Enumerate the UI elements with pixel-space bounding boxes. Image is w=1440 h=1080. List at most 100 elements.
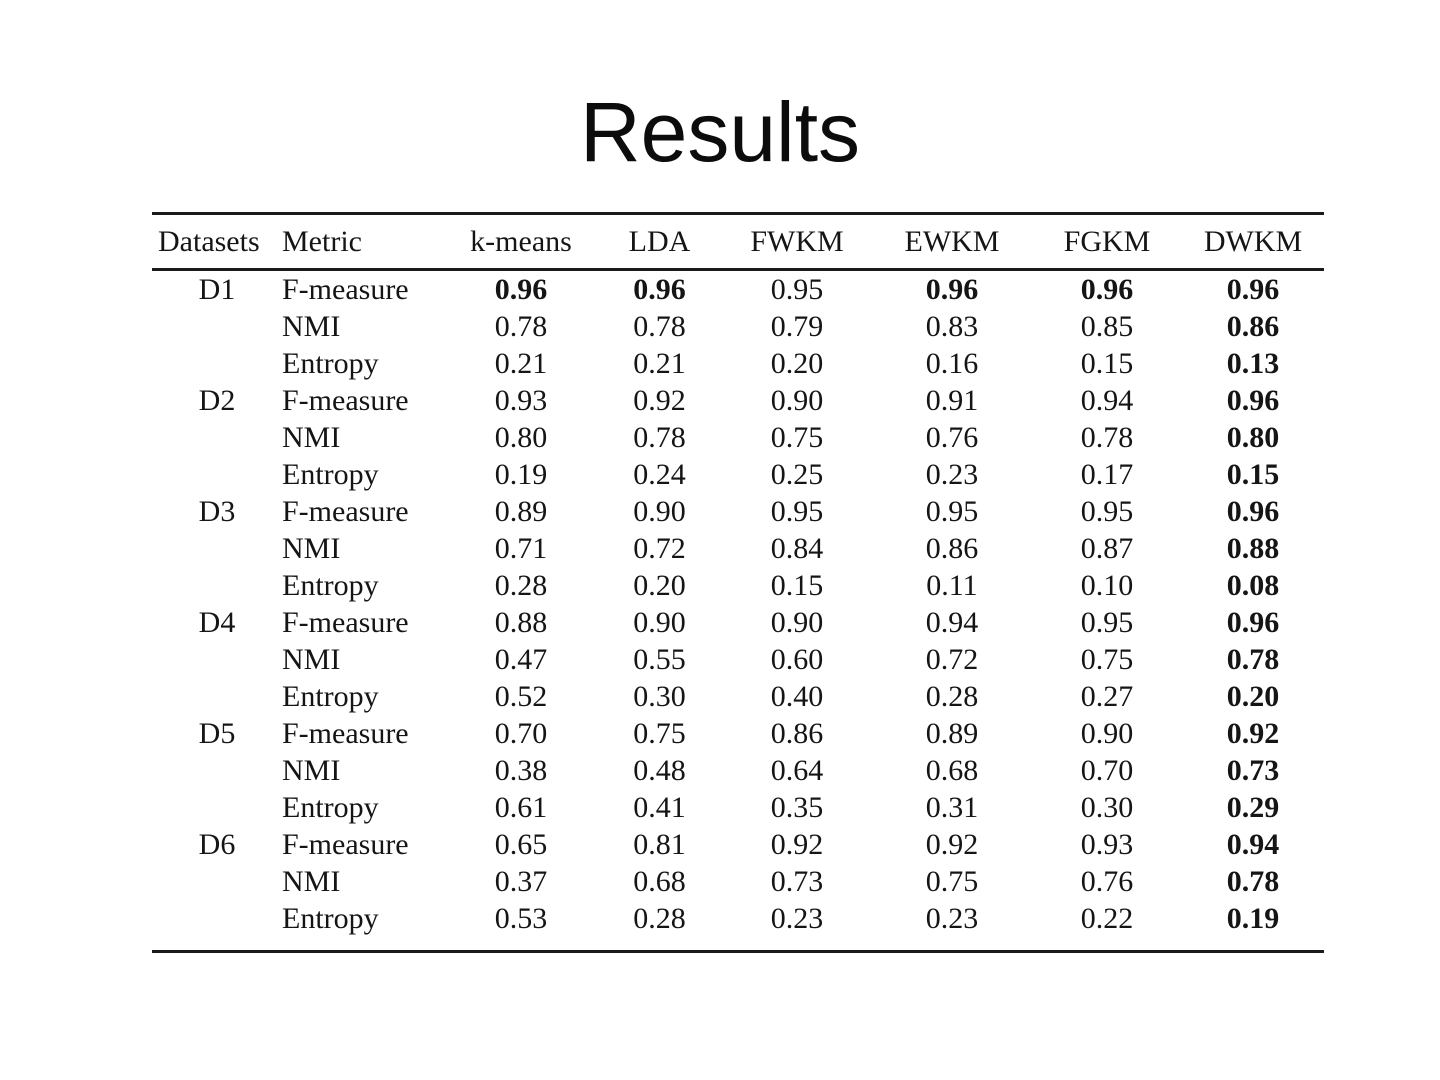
- dataset-label: [152, 752, 282, 789]
- metric-label: NMI: [282, 753, 341, 787]
- value-cell: 0.95: [1080, 605, 1134, 639]
- value-cell: 0.28: [633, 901, 686, 935]
- table-row-d2-entropy: Entropy 0.19 0.24 0.25 0.23 0.17 0.15: [152, 456, 1324, 493]
- dataset-label: D2: [198, 383, 236, 417]
- value-cell: 0.92: [770, 827, 824, 861]
- column-header-ewkm: EWKM: [872, 212, 1032, 271]
- value-cell: 0.79: [770, 309, 824, 343]
- table-row-d3-nmi: NMI 0.71 0.72 0.84 0.86 0.87 0.88: [152, 530, 1324, 567]
- value-cell: 0.17: [1080, 457, 1134, 491]
- dataset-label: D1: [198, 272, 236, 306]
- metric-label: Entropy: [282, 901, 379, 935]
- value-cell: 0.20: [633, 568, 686, 602]
- value-cell: 0.20: [1226, 679, 1280, 713]
- value-cell: 0.78: [633, 309, 686, 343]
- metric-label: Entropy: [282, 346, 379, 380]
- value-cell: 0.22: [1080, 901, 1134, 935]
- column-header-datasets: Datasets: [152, 212, 282, 271]
- value-cell: 0.75: [1080, 642, 1134, 676]
- results-table: Datasets Metric k-means LDA FWKM EWKM FGKM DWKM…: [152, 212, 1324, 953]
- dataset-label: D5: [198, 716, 236, 750]
- value-cell: 0.72: [633, 531, 686, 565]
- value-cell: 0.78: [633, 420, 686, 454]
- value-cell: 0.86: [1226, 309, 1280, 343]
- value-cell: 0.96: [633, 272, 686, 306]
- table-row-d2-nmi: NMI 0.80 0.78 0.75 0.76 0.78 0.80: [152, 419, 1324, 456]
- value-cell: 0.90: [770, 605, 824, 639]
- value-cell: 0.86: [770, 716, 824, 750]
- value-cell: 0.10: [1080, 568, 1134, 602]
- dataset-label: [152, 530, 282, 567]
- value-cell: 0.30: [1080, 790, 1134, 824]
- value-cell: 0.92: [633, 383, 686, 417]
- header-row: Datasets Metric k-means LDA FWKM EWKM FGKM DWKM: [152, 212, 1324, 271]
- value-cell: 0.90: [770, 383, 824, 417]
- value-cell: 0.88: [1226, 531, 1280, 565]
- value-cell: 0.83: [925, 309, 979, 343]
- column-header-metric: Metric: [282, 212, 445, 271]
- value-cell: 0.55: [633, 642, 686, 676]
- value-cell: 0.96: [1226, 494, 1280, 528]
- value-cell: 0.80: [494, 420, 548, 454]
- value-cell: 0.90: [633, 605, 686, 639]
- value-cell: 0.20: [770, 346, 824, 380]
- column-header-dwkm: DWKM: [1182, 212, 1324, 271]
- metric-label: F-measure: [282, 383, 409, 417]
- value-cell: 0.52: [494, 679, 548, 713]
- value-cell: 0.48: [633, 753, 686, 787]
- value-cell: 0.30: [633, 679, 686, 713]
- value-cell: 0.81: [633, 827, 686, 861]
- table-header: Datasets Metric k-means LDA FWKM EWKM FGKM DWKM: [152, 212, 1324, 271]
- dataset-label: [152, 308, 282, 345]
- dataset-label: [152, 456, 282, 493]
- table-row-d4-nmi: NMI 0.47 0.55 0.60 0.72 0.75 0.78: [152, 641, 1324, 678]
- table-row-d6-entropy: Entropy 0.53 0.28 0.23 0.23 0.22 0.19: [152, 900, 1324, 952]
- value-cell: 0.94: [1226, 827, 1280, 861]
- value-cell: 0.75: [925, 864, 979, 898]
- value-cell: 0.28: [925, 679, 979, 713]
- value-cell: 0.37: [494, 864, 548, 898]
- value-cell: 0.23: [925, 901, 979, 935]
- value-cell: 0.84: [770, 531, 824, 565]
- table-row-d5-f-measure: D5 F-measure 0.70 0.75 0.86 0.89 0.90 0.92: [152, 715, 1324, 752]
- dataset-label: D6: [198, 827, 236, 861]
- value-cell: 0.96: [1226, 605, 1280, 639]
- column-header-lda: LDA: [597, 212, 722, 271]
- table-row-d2-f-measure: D2 F-measure 0.93 0.92 0.90 0.91 0.94 0.96: [152, 382, 1324, 419]
- value-cell: 0.25: [770, 457, 824, 491]
- metric-label: F-measure: [282, 716, 409, 750]
- value-cell: 0.65: [494, 827, 548, 861]
- value-cell: 0.47: [494, 642, 548, 676]
- value-cell: 0.93: [494, 383, 548, 417]
- value-cell: 0.64: [770, 753, 824, 787]
- dataset-label: [152, 678, 282, 715]
- metric-label: NMI: [282, 642, 341, 676]
- dataset-label: D4: [198, 605, 236, 639]
- value-cell: 0.16: [925, 346, 979, 380]
- value-cell: 0.23: [925, 457, 979, 491]
- value-cell: 0.95: [1080, 494, 1134, 528]
- value-cell: 0.41: [633, 790, 686, 824]
- value-cell: 0.88: [494, 605, 548, 639]
- value-cell: 0.95: [770, 272, 824, 306]
- value-cell: 0.15: [1080, 346, 1134, 380]
- value-cell: 0.15: [770, 568, 824, 602]
- dataset-label: [152, 419, 282, 456]
- value-cell: 0.76: [925, 420, 979, 454]
- table-row-d3-f-measure: D3 F-measure 0.89 0.90 0.95 0.95 0.95 0.96: [152, 493, 1324, 530]
- column-header-k-means: k-means: [445, 212, 597, 271]
- value-cell: 0.11: [926, 568, 978, 602]
- dataset-label: [152, 641, 282, 678]
- value-cell: 0.61: [494, 790, 548, 824]
- value-cell: 0.21: [494, 346, 548, 380]
- value-cell: 0.29: [1226, 790, 1280, 824]
- table-row-d1-f-measure: D1 F-measure 0.96 0.96 0.95 0.96 0.96 0.96: [152, 270, 1324, 309]
- dataset-label: D3: [198, 494, 236, 528]
- value-cell: 0.96: [1080, 272, 1134, 306]
- value-cell: 0.31: [925, 790, 979, 824]
- table-row-d5-entropy: Entropy 0.61 0.41 0.35 0.31 0.30 0.29: [152, 789, 1324, 826]
- metric-label: NMI: [282, 864, 341, 898]
- value-cell: 0.92: [1226, 716, 1280, 750]
- table-row-d4-entropy: Entropy 0.52 0.30 0.40 0.28 0.27 0.20: [152, 678, 1324, 715]
- dataset-label: [152, 789, 282, 826]
